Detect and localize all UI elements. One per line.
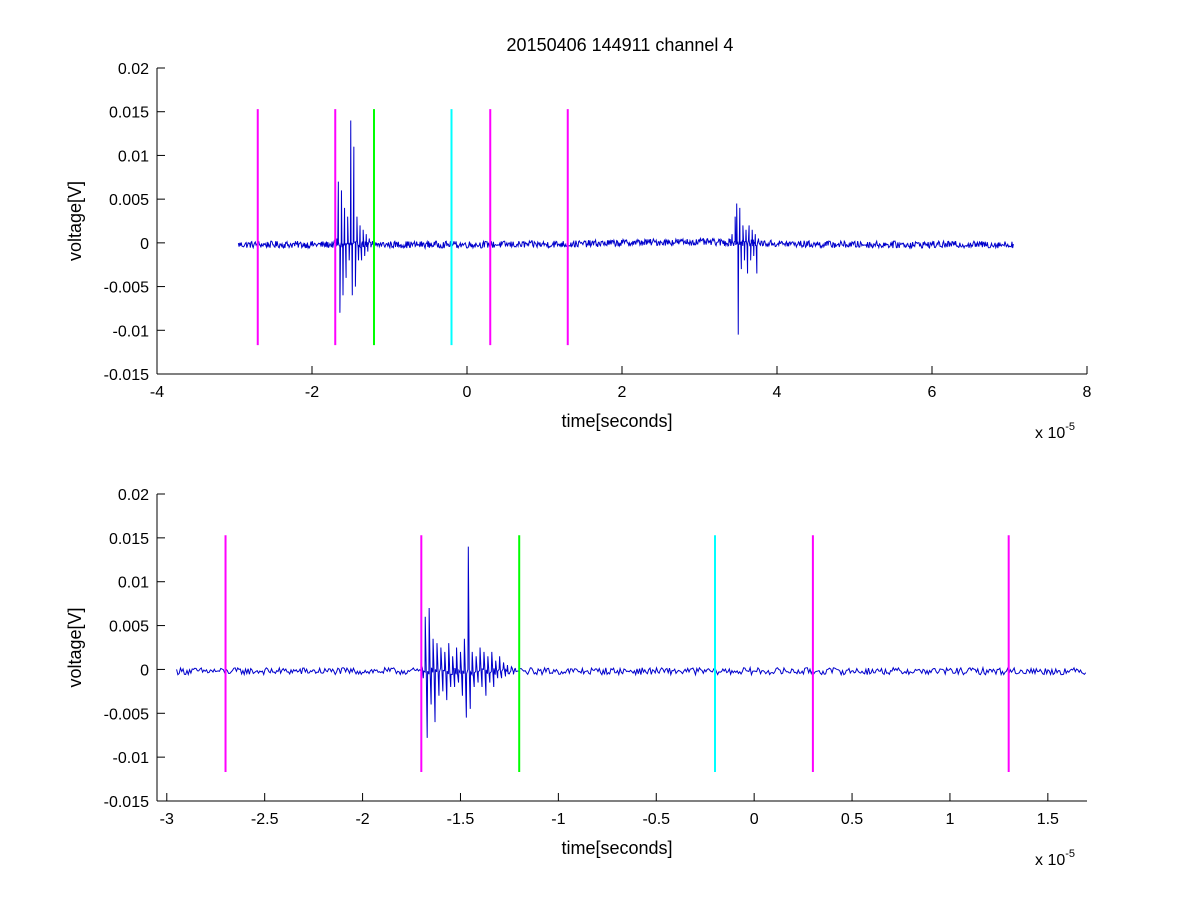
x-axis-label: time[seconds] [561,411,672,431]
x-multiplier-base: x 10 [1035,852,1065,869]
x-tick-label: 6 [928,384,937,401]
x-tick-label: -2.5 [251,811,279,828]
y-tick-label: 0.01 [118,148,149,165]
x-tick-label: 1 [945,811,954,828]
y-tick-label: 0.005 [109,619,149,636]
x-multiplier-exponent: -5 [1065,421,1075,433]
y-tick-label: -0.01 [113,323,150,340]
x-tick-label: -2 [305,384,319,401]
x-tick-label: 8 [1083,384,1092,401]
x-multiplier-label: x 10-5 [1035,848,1075,869]
y-tick-label: 0.01 [118,575,149,592]
figure-title: 20150406 144911 channel 4 [507,35,734,55]
y-tick-label: -0.01 [113,750,150,767]
signal-trace [176,546,1087,738]
y-axis-label: voltage[V] [65,607,85,687]
y-tick-label: 0 [140,662,149,679]
x-multiplier-base: x 10 [1035,425,1065,442]
x-tick-label: 2 [618,384,627,401]
y-tick-label: 0.02 [118,61,149,78]
x-tick-label: -2 [355,811,369,828]
x-axis-label: time[seconds] [561,838,672,858]
y-tick-label: 0 [140,236,149,253]
x-tick-label: 0.5 [841,811,863,828]
y-tick-label: 0.015 [109,531,149,548]
plot-bottom: -3 -2.5 -2 -1.5 -1 -0.5 0 0.5 1 1.5 -0.015 -0.01 -0.… [65,487,1087,869]
x-tick-label: 0 [463,384,472,401]
x-tick-label: -3 [160,811,174,828]
x-multiplier-exponent: -5 [1065,848,1075,860]
x-tick-label: 1.5 [1037,811,1059,828]
x-tick-label: 0 [750,811,759,828]
y-tick-label: 0.02 [118,487,149,504]
x-multiplier-label: x 10-5 [1035,421,1075,442]
y-tick-label: -0.015 [104,794,149,811]
y-axis-label: voltage[V] [65,181,85,261]
x-tick-label: -4 [150,384,164,401]
x-tick-label: 4 [773,384,782,401]
x-tick-label: -0.5 [642,811,670,828]
y-tick-label: -0.015 [104,367,149,384]
x-tick-label: -1.5 [447,811,475,828]
y-tick-label: -0.005 [104,706,149,723]
y-tick-label: 0.015 [109,105,149,122]
x-tick-label: -1 [551,811,565,828]
signal-trace [237,120,1014,335]
y-tick-label: -0.005 [104,280,149,297]
y-tick-label: 0.005 [109,192,149,209]
plot-top: -4 -2 0 2 4 6 8 -0.015 -0.01 -0.005 0 0.005 0.01 0.01… [65,61,1092,442]
